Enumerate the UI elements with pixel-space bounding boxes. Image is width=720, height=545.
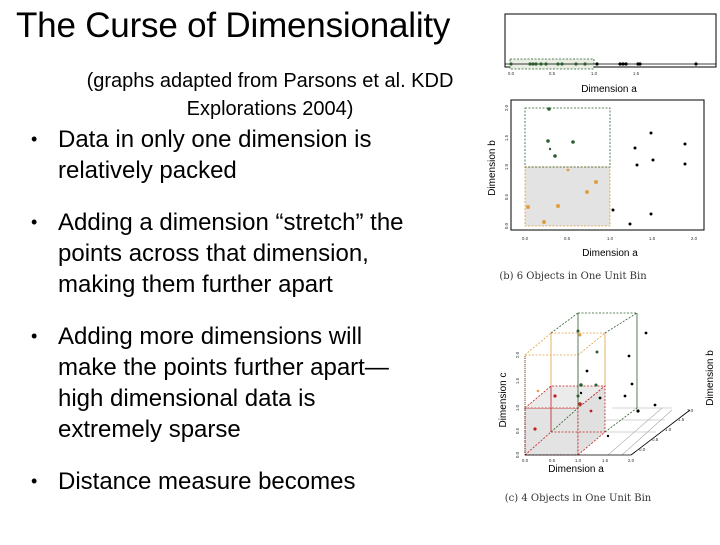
x-tick-label: 2.0 [691, 236, 698, 241]
y-tick-label: 1.5 [515, 377, 520, 384]
bullet-line: Distance measure becomes [58, 468, 356, 495]
tick-label: 0.5 [549, 71, 556, 76]
y-tick-label: 2.0 [515, 351, 520, 358]
z-tick-label: 1.0 [665, 427, 672, 432]
bullet-icon: • [31, 212, 38, 232]
y-tick-label: 1.0 [515, 404, 520, 411]
figure-caption: (b) 6 Objects in One Unit Bin [499, 271, 647, 282]
y-axis-label: Dimension b [487, 140, 498, 196]
x-tick-label: 1.5 [649, 236, 656, 241]
bullet-line: Data in only one dimension is [58, 126, 372, 153]
x-tick-label: 0.0 [522, 236, 529, 241]
tick-label: 0.0 [508, 71, 515, 76]
x-tick-label: 0.5 [564, 236, 571, 241]
figure-1d-strip: 0.0 0.5 1.0 1.5 Dimension a [504, 13, 717, 95]
bullet-item: • Distance measure becomes [28, 466, 488, 497]
y-tick-label: 1.5 [504, 134, 509, 141]
y-axis-label: Dimension c [498, 372, 509, 427]
x-axis-label: Dimension a [581, 84, 637, 95]
x-tick-label: 0.0 [522, 458, 529, 463]
x-axis-label: Dimension a [548, 464, 604, 475]
tick-label: 1.5 [633, 71, 640, 76]
bullet-item: • Adding more dimensions will make the p… [28, 321, 488, 445]
y-tick-label: 0.5 [515, 427, 520, 434]
figure-3d-scatter: 0.0 0.5 1.0 1.5 2.0 0.0 0.5 1.0 1.5 2.0 … [498, 312, 716, 504]
z-tick-label: 2.0 [687, 408, 694, 413]
bullet-line: Adding a dimension “stretch” the [58, 209, 404, 236]
y-tick-label: 0.0 [515, 451, 520, 458]
subtitle-line-1: (graphs adapted from Parsons et al. KDD [86, 70, 454, 92]
bullet-item: • Data in only one dimension is relative… [28, 124, 488, 186]
slide-title: The Curse of Dimensionality [16, 6, 451, 45]
z-tick-label: 0.0 [639, 447, 646, 452]
tick-label: 1.0 [591, 71, 598, 76]
slide-subtitle: (graphs adapted from Parsons et al. KDD … [0, 67, 540, 123]
y-tick-label: 0.0 [504, 222, 509, 229]
bullet-item: • Adding a dimension “stretch” the point… [28, 207, 488, 300]
bullet-line: high dimensional data is [58, 385, 316, 412]
bullet-list: • Data in only one dimension is relative… [28, 124, 488, 518]
y-tick-label: 0.5 [504, 193, 509, 200]
x-axis-label: Dimension a [582, 248, 638, 259]
bullet-line: making them further apart [58, 271, 333, 298]
subtitle-line-2: Explorations 2004) [186, 98, 354, 120]
bullet-icon: • [31, 326, 38, 346]
bullet-line: Adding more dimensions will [58, 323, 363, 350]
bullet-line: extremely sparse [58, 416, 241, 443]
x-tick-label: 2.0 [628, 458, 635, 463]
bullet-icon: • [31, 471, 38, 491]
figure-panel: 0.0 0.5 1.0 1.5 Dimension a [480, 0, 720, 540]
bullet-line: points across that dimension, [58, 240, 369, 267]
figure-caption: (c) 4 Objects in One Unit Bin [505, 493, 652, 504]
y-tick-label: 1.0 [504, 163, 509, 170]
bullet-line: relatively packed [58, 157, 237, 184]
bullet-icon: • [31, 129, 38, 149]
figure-2d-scatter: 0.0 0.5 1.0 1.5 2.0 0.0 0.5 1.0 1.5 2.0 … [487, 99, 705, 282]
x-tick-label: 1.5 [602, 458, 609, 463]
x-tick-label: 0.5 [549, 458, 556, 463]
bullet-line: make the points further apart— [58, 354, 389, 381]
x-tick-label: 1.0 [607, 236, 614, 241]
z-tick-label: 0.5 [652, 437, 659, 442]
z-axis-label: Dimension b [705, 350, 716, 406]
y-tick-label: 2.0 [504, 104, 509, 111]
z-tick-label: 1.5 [678, 417, 685, 422]
x-tick-label: 1.0 [575, 458, 582, 463]
